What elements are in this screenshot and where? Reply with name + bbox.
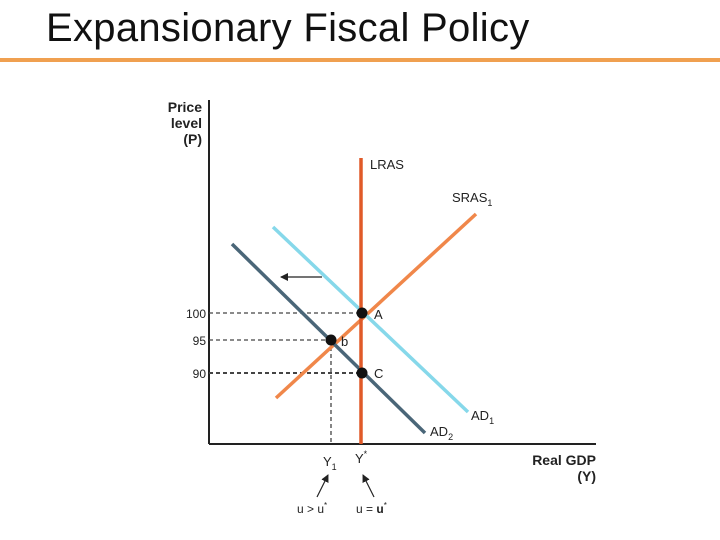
title-underline [0, 58, 720, 62]
y-axis-label-line2: level [171, 115, 202, 131]
x-axis-label-line2: (Y) [577, 468, 596, 484]
point-a-label: A [374, 307, 383, 322]
point-c [356, 367, 368, 379]
slide-title: Expansionary Fiscal Policy [46, 6, 530, 50]
point-a [356, 307, 368, 319]
pointer-arrow-right [362, 474, 375, 498]
price-tick-95: 95 [193, 334, 207, 348]
unemployment-note-right: u = u* [356, 501, 387, 516]
ad1-curve [271, 225, 470, 414]
ad1-label: AD1 [471, 408, 494, 426]
price-tick-100: 100 [186, 307, 206, 321]
sras1-curve [274, 212, 478, 400]
price-tick-90: 90 [193, 367, 207, 381]
output-tick-ystar: Y* [355, 449, 368, 466]
unemployment-note-left: u > u* [297, 501, 327, 516]
point-b-label: b [341, 334, 348, 349]
sras1-label: SRAS1 [452, 190, 492, 208]
point-c-label: C [374, 366, 383, 381]
pointer-arrow-left [316, 474, 329, 498]
x-axis-label-line1: Real GDP [532, 452, 596, 468]
ad2-label: AD2 [430, 424, 453, 442]
y-axis-label-line1: Price [168, 99, 202, 115]
point-b [325, 334, 337, 346]
lras-label: LRAS [370, 157, 404, 172]
y-axis-label-line3: (P) [183, 131, 202, 147]
output-tick-y1: Y1 [323, 454, 337, 472]
